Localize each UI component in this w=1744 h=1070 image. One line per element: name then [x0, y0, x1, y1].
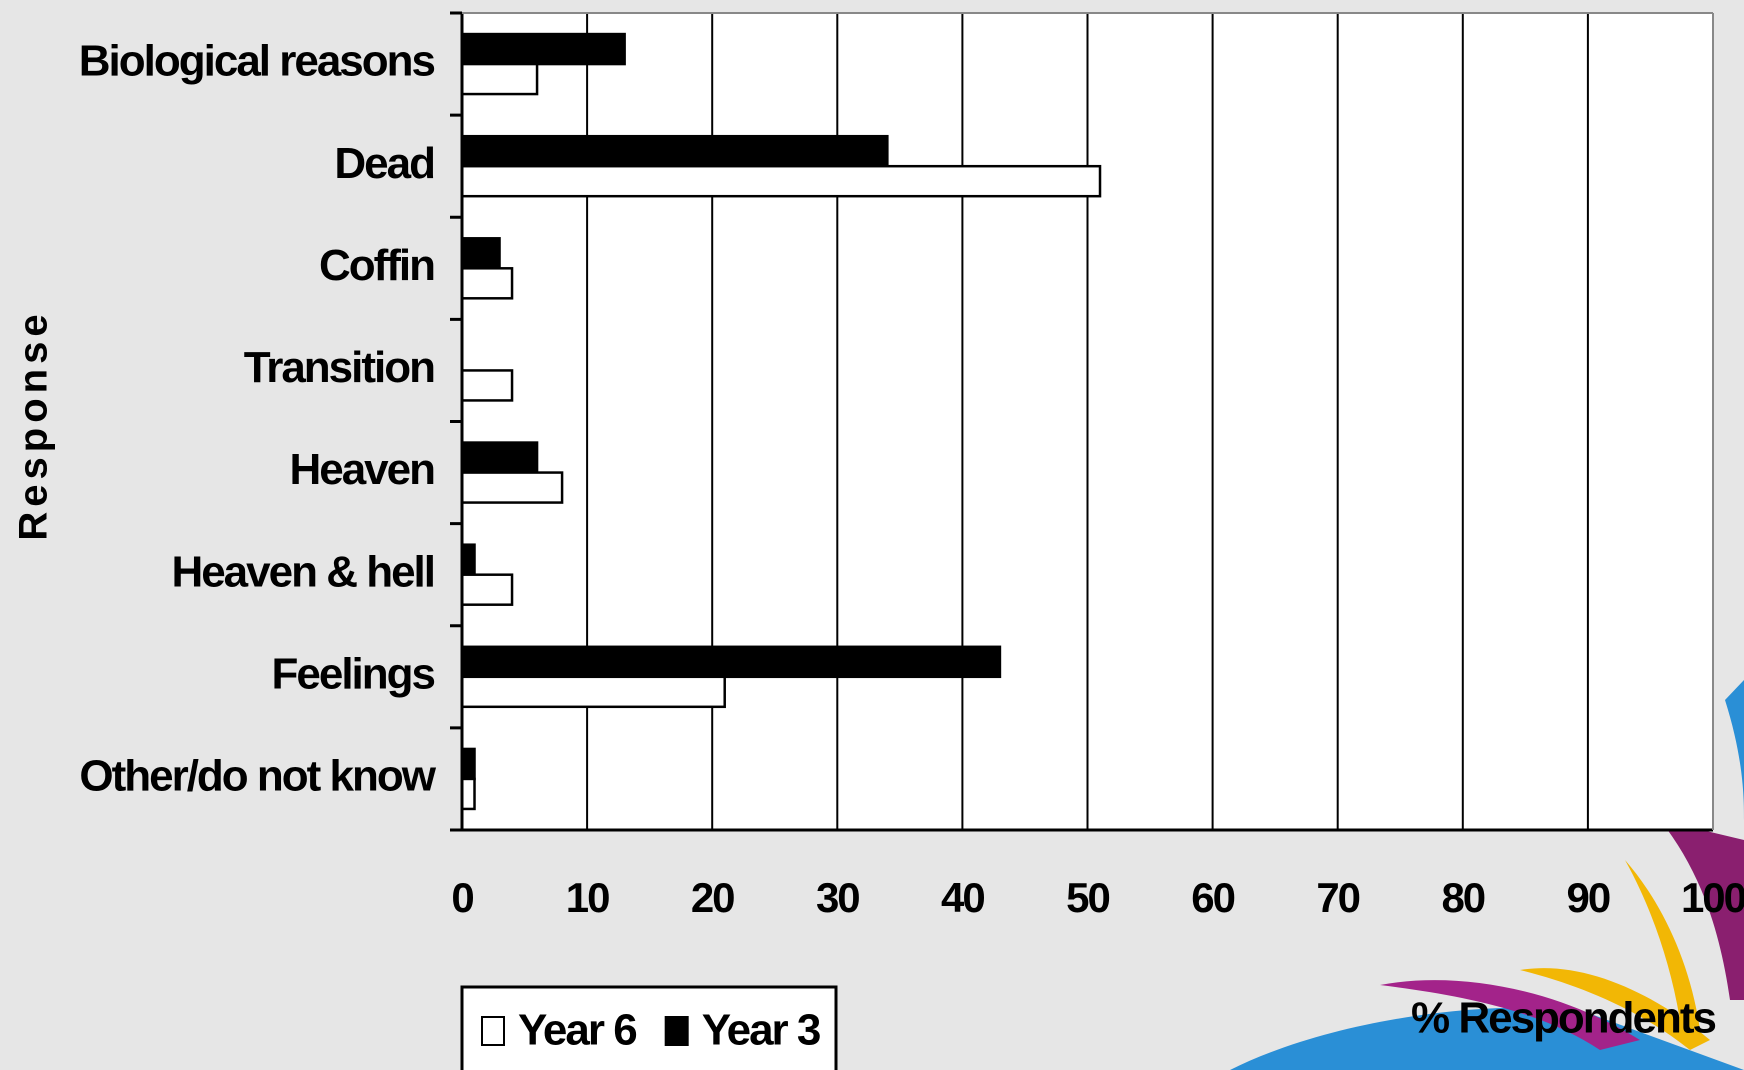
y-tick-label: Feelings: [272, 649, 435, 698]
bar: [460, 164, 1102, 198]
x-tick-label: 70: [1316, 874, 1359, 921]
x-tick-label: 30: [816, 874, 859, 921]
legend: [460, 985, 838, 1070]
bar: [460, 573, 514, 606]
x-tick-label: 50: [1066, 874, 1109, 921]
y-tick-label: Heaven: [289, 445, 434, 494]
bar: [460, 543, 476, 576]
bar: [460, 675, 726, 709]
bar: [460, 267, 514, 300]
x-tick-label: 100: [1681, 874, 1744, 921]
x-tick-label: 40: [941, 874, 984, 921]
x-tick-label: 20: [691, 874, 734, 921]
x-tick-label: 80: [1441, 874, 1484, 921]
y-tick-label: Transition: [244, 343, 434, 392]
y-tick-label: Other/do not know: [79, 752, 436, 801]
bar: [460, 237, 501, 270]
legend-swatch: [664, 1016, 689, 1046]
x-tick-label: 60: [1191, 874, 1234, 921]
legend-label: Year 3: [702, 1006, 820, 1055]
decoration: [1230, 680, 1744, 1070]
bar: [460, 62, 539, 96]
bar: [460, 134, 889, 168]
y-tick-label: Biological reasons: [79, 37, 435, 86]
bar: [460, 471, 564, 504]
y-tick-label: Dead: [334, 139, 434, 188]
bar: [460, 32, 626, 66]
y-tick-label: Heaven & hell: [171, 547, 434, 596]
x-axis-label: % Respondents: [1411, 994, 1716, 1043]
bar: [460, 747, 476, 781]
bar: [460, 369, 514, 402]
y-axis-label: Response: [12, 309, 56, 540]
bar: [460, 645, 1002, 679]
x-tick-label: 90: [1567, 874, 1610, 921]
bar: [460, 777, 476, 811]
legend-swatch: [481, 1016, 505, 1046]
x-tick-label: 0: [451, 874, 473, 921]
x-tick-label: 10: [566, 874, 609, 921]
bar: [460, 441, 539, 474]
legend-label: Year 6: [518, 1006, 636, 1055]
y-tick-label: Coffin: [319, 241, 434, 290]
